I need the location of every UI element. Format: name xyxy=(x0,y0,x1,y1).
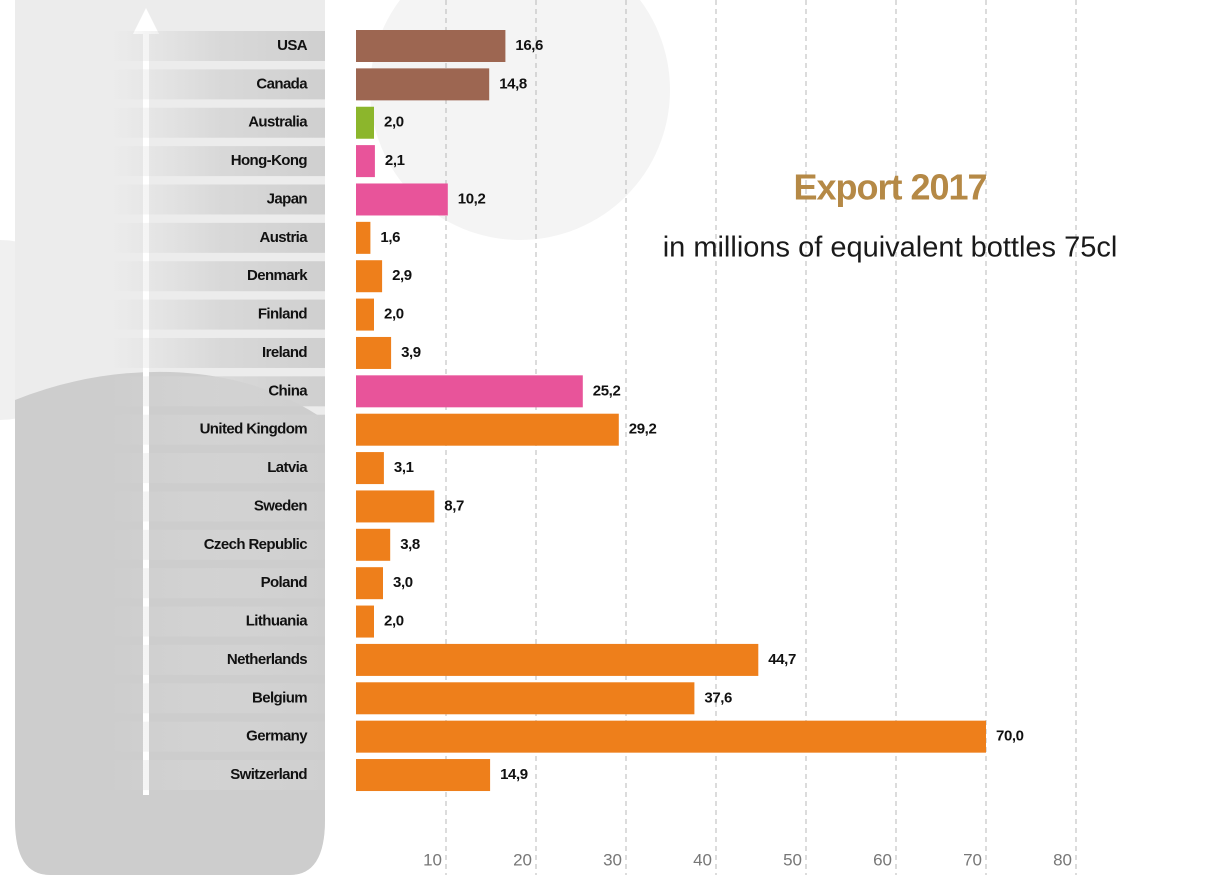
value-label: 3,0 xyxy=(393,574,413,591)
category-label: Poland xyxy=(261,574,308,591)
x-tick-label: 60 xyxy=(873,850,892,869)
label-band xyxy=(110,529,325,560)
bar xyxy=(356,759,491,792)
category-label: China xyxy=(268,382,308,399)
value-label: 2,0 xyxy=(384,613,404,630)
bar xyxy=(356,605,374,638)
label-band xyxy=(110,491,325,522)
bar xyxy=(356,30,506,62)
chart-title: Export 2017 xyxy=(793,167,986,208)
x-tick-label: 30 xyxy=(603,850,622,869)
label-band xyxy=(110,414,325,445)
chart-subtitle: in millions of equivalent bottles 75cl xyxy=(663,232,1118,264)
label-band xyxy=(110,261,325,292)
value-label: 8,7 xyxy=(444,497,464,514)
value-label: 44,7 xyxy=(768,651,796,668)
bar xyxy=(356,413,619,446)
label-band xyxy=(110,760,325,791)
bar xyxy=(356,682,695,715)
category-label: Netherlands xyxy=(227,651,307,668)
x-tick-label: 20 xyxy=(513,850,532,869)
label-band xyxy=(110,31,325,61)
label-band xyxy=(110,453,325,484)
category-label: USA xyxy=(277,37,308,54)
x-tick-label: 40 xyxy=(693,850,712,869)
category-label: Germany xyxy=(246,728,308,745)
category-label: United Kingdom xyxy=(200,421,308,438)
label-band xyxy=(110,146,325,177)
label-band xyxy=(110,299,325,330)
value-label: 3,9 xyxy=(401,344,421,361)
value-label: 3,1 xyxy=(394,459,414,476)
value-label: 25,2 xyxy=(593,382,621,399)
value-label: 2,0 xyxy=(384,306,404,323)
category-label: Canada xyxy=(256,75,308,92)
value-label: 37,6 xyxy=(704,689,732,706)
bar xyxy=(356,106,374,139)
bar xyxy=(356,68,490,101)
bar xyxy=(356,375,583,408)
value-label: 2,1 xyxy=(385,152,405,169)
label-band xyxy=(110,222,325,253)
value-label: 29,2 xyxy=(629,421,657,438)
category-label: Belgium xyxy=(252,689,307,706)
value-label: 14,8 xyxy=(499,75,527,92)
label-band xyxy=(110,644,325,675)
bar xyxy=(356,260,383,293)
value-label: 14,9 xyxy=(500,766,528,783)
category-label: Ireland xyxy=(262,344,307,361)
x-tick-label: 50 xyxy=(783,850,802,869)
category-label: Austria xyxy=(260,229,309,246)
bar xyxy=(356,720,986,753)
category-label: Denmark xyxy=(247,267,308,284)
category-label: Czech Republic xyxy=(204,536,308,553)
x-tick-label: 70 xyxy=(963,850,982,869)
bar xyxy=(356,567,383,600)
value-label: 70,0 xyxy=(996,728,1024,745)
label-band xyxy=(110,184,325,215)
category-label: Finland xyxy=(258,306,308,323)
label-band xyxy=(110,69,325,100)
bar xyxy=(356,298,374,331)
category-label: Switzerland xyxy=(230,766,307,783)
arrow-head xyxy=(133,8,159,34)
category-label: Australia xyxy=(248,114,308,131)
x-tick-label: 10 xyxy=(423,850,442,869)
category-label: Hong-Kong xyxy=(231,152,308,169)
value-label: 10,2 xyxy=(458,190,486,207)
label-band xyxy=(110,376,325,407)
category-label: Latvia xyxy=(267,459,308,476)
label-band xyxy=(110,721,325,752)
bar xyxy=(356,183,448,216)
bars: USA 16,6 Canada 14,8 Australia 2,0 Hong-Kong 2,… xyxy=(200,30,1024,792)
bar xyxy=(356,145,375,178)
value-label: 1,6 xyxy=(380,229,400,246)
value-label: 2,9 xyxy=(392,267,412,284)
bar xyxy=(356,221,371,254)
label-band xyxy=(110,606,325,637)
label-band xyxy=(110,683,325,714)
label-band xyxy=(110,107,325,138)
label-band xyxy=(110,337,325,368)
value-label: 2,0 xyxy=(384,114,404,131)
label-bands xyxy=(110,31,325,791)
category-label: Japan xyxy=(267,190,308,207)
value-label: 3,8 xyxy=(400,536,420,553)
bar xyxy=(356,643,759,676)
category-label: Lithuania xyxy=(246,613,309,630)
bar xyxy=(356,336,392,369)
label-band xyxy=(110,568,325,599)
bar xyxy=(356,528,391,561)
category-label: Sweden xyxy=(254,497,308,514)
bar xyxy=(356,452,384,485)
bar xyxy=(356,490,435,523)
x-tick-label: 80 xyxy=(1053,850,1072,869)
value-label: 16,6 xyxy=(515,37,543,54)
